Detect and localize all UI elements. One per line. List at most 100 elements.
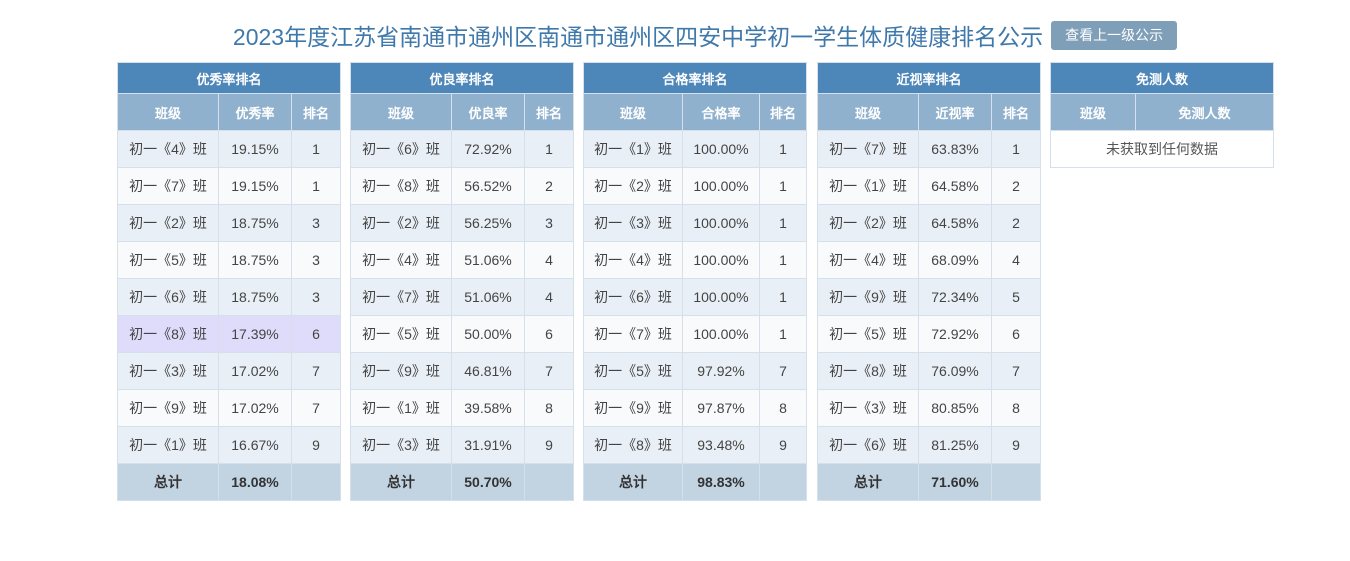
rank-cell: 1: [290, 167, 342, 205]
column-header-rate: 近视率: [918, 93, 992, 131]
class-cell: 初一《8》班: [583, 426, 683, 464]
table-title: 近视率排名: [816, 62, 1042, 94]
rank-cell: 6: [990, 315, 1042, 353]
class-cell: 初一《9》班: [350, 352, 452, 390]
table-row: 初一《2》班 100.00% 1: [583, 167, 808, 205]
class-cell: 初一《2》班: [583, 167, 683, 205]
class-cell: 初一《8》班: [350, 167, 452, 205]
table-row: 初一《3》班 80.85% 8: [817, 389, 1042, 427]
rank-cell: 6: [523, 315, 575, 353]
table-row: 初一《4》班 68.09% 4: [817, 241, 1042, 279]
rate-cell: 100.00%: [682, 167, 760, 205]
rank-cell: 8: [523, 389, 575, 427]
table-row: 初一《5》班 72.92% 6: [817, 315, 1042, 353]
table-row: 初一《9》班 17.02% 7: [117, 389, 342, 427]
class-cell: 初一《5》班: [583, 352, 683, 390]
rate-cell: 72.34%: [918, 278, 992, 316]
page-header: 2023年度江苏省南通市通州区南通市通州区四安中学初一学生体质健康排名公示 查看…: [0, 18, 1350, 52]
table-row: 初一《7》班 51.06% 4: [350, 278, 575, 316]
table-row: 初一《2》班 18.75% 3: [117, 204, 342, 242]
class-cell: 初一《7》班: [350, 278, 452, 316]
total-label: 总计: [350, 463, 452, 501]
rank-cell: 2: [990, 167, 1042, 205]
exempt-count-table: 免测人数 班级 免测人数 未获取到任何数据: [1049, 62, 1275, 168]
column-header-rank: 排名: [290, 93, 342, 131]
total-empty-cell: [523, 463, 575, 501]
class-cell: 初一《6》班: [583, 278, 683, 316]
class-cell: 初一《5》班: [350, 315, 452, 353]
rate-cell: 17.02%: [218, 352, 292, 390]
rate-cell: 18.75%: [218, 241, 292, 279]
table-row: 初一《8》班 93.48% 9: [583, 426, 808, 464]
rate-cell: 72.92%: [918, 315, 992, 353]
class-cell: 初一《3》班: [117, 352, 219, 390]
rate-cell: 100.00%: [682, 130, 760, 168]
rate-cell: 100.00%: [682, 278, 760, 316]
rank-cell: 7: [990, 352, 1042, 390]
class-cell: 初一《2》班: [117, 204, 219, 242]
rank-cell: 9: [290, 426, 342, 464]
table-row: 初一《1》班 39.58% 8: [350, 389, 575, 427]
class-cell: 初一《1》班: [583, 130, 683, 168]
rank-cell: 9: [990, 426, 1042, 464]
rate-cell: 72.92%: [451, 130, 525, 168]
view-parent-button[interactable]: 查看上一级公示: [1051, 20, 1178, 50]
total-row: 总计 71.60%: [817, 463, 1042, 501]
class-cell: 初一《3》班: [350, 426, 452, 464]
column-header-rank: 排名: [758, 93, 808, 131]
rank-cell: 4: [523, 278, 575, 316]
table-row: 初一《9》班 97.87% 8: [583, 389, 808, 427]
rank-cell: 4: [523, 241, 575, 279]
column-header-rate: 合格率: [682, 93, 760, 131]
rate-cell: 17.02%: [218, 389, 292, 427]
rate-cell: 39.58%: [451, 389, 525, 427]
table-row: 初一《8》班 76.09% 7: [817, 352, 1042, 390]
rank-cell: 9: [523, 426, 575, 464]
column-header-class: 班级: [1050, 93, 1136, 131]
class-cell: 初一《9》班: [583, 389, 683, 427]
good-rate-table: 优良率排名 班级 优良率 排名 初一《6》班 72.92% 1 初一《8》班 56.5…: [349, 62, 575, 501]
rank-cell: 8: [758, 389, 808, 427]
class-cell: 初一《2》班: [350, 204, 452, 242]
column-header-class: 班级: [583, 93, 683, 131]
rank-cell: 4: [990, 241, 1042, 279]
class-cell: 初一《4》班: [583, 241, 683, 279]
column-header-rank: 排名: [523, 93, 575, 131]
rate-cell: 31.91%: [451, 426, 525, 464]
class-cell: 初一《3》班: [583, 204, 683, 242]
rate-cell: 80.85%: [918, 389, 992, 427]
total-empty-cell: [990, 463, 1042, 501]
total-value: 18.08%: [218, 463, 292, 501]
rank-cell: 3: [290, 241, 342, 279]
rank-cell: 1: [758, 130, 808, 168]
rate-cell: 76.09%: [918, 352, 992, 390]
class-cell: 初一《1》班: [817, 167, 919, 205]
rank-cell: 7: [290, 352, 342, 390]
myopia-rate-table: 近视率排名 班级 近视率 排名 初一《7》班 63.83% 1 初一《1》班 64.5…: [816, 62, 1042, 501]
rank-cell: 3: [290, 204, 342, 242]
empty-state-row: 未获取到任何数据: [1049, 130, 1275, 168]
rate-cell: 81.25%: [918, 426, 992, 464]
table-row: 初一《1》班 16.67% 9: [117, 426, 342, 464]
table-row: 初一《6》班 18.75% 3: [117, 278, 342, 316]
page-title: 2023年度江苏省南通市通州区南通市通州区四安中学初一学生体质健康排名公示: [232, 24, 1044, 50]
table-row: 初一《9》班 46.81% 7: [350, 352, 575, 390]
class-cell: 初一《6》班: [817, 426, 919, 464]
rank-cell: 2: [523, 167, 575, 205]
total-row: 总计 50.70%: [350, 463, 575, 501]
rank-cell: 8: [990, 389, 1042, 427]
total-value: 50.70%: [451, 463, 525, 501]
class-cell: 初一《7》班: [583, 315, 683, 353]
rate-cell: 56.25%: [451, 204, 525, 242]
table-row: 初一《5》班 97.92% 7: [583, 352, 808, 390]
class-cell: 初一《4》班: [817, 241, 919, 279]
rate-cell: 51.06%: [451, 241, 525, 279]
total-value: 98.83%: [682, 463, 760, 501]
table-title: 合格率排名: [582, 62, 808, 94]
class-cell: 初一《9》班: [117, 389, 219, 427]
rank-cell: 1: [990, 130, 1042, 168]
rate-cell: 100.00%: [682, 241, 760, 279]
rank-cell: 2: [990, 204, 1042, 242]
rate-cell: 64.58%: [918, 167, 992, 205]
rate-cell: 68.09%: [918, 241, 992, 279]
